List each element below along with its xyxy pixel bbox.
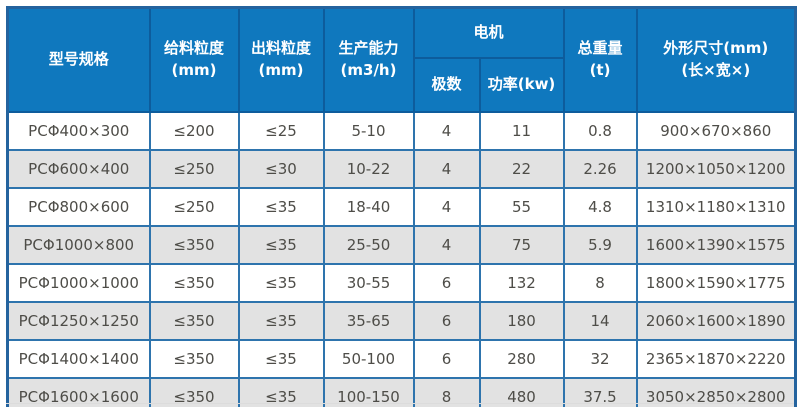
cell-feed: ≤350 — [148, 339, 240, 379]
cell-weight: 37.5 — [562, 377, 638, 407]
cell-poles: 6 — [412, 339, 481, 379]
cell-poles: 4 — [412, 225, 481, 265]
cell-feed: ≤350 — [148, 301, 240, 341]
cell-feed: ≤350 — [148, 225, 240, 265]
cell-dims: 3050×2850×2800 — [635, 377, 797, 407]
cell-discharge: ≤35 — [237, 377, 325, 407]
cell-poles: 4 — [412, 149, 481, 189]
cell-poles: 6 — [412, 301, 481, 341]
table-body: PCΦ400×300 ≤200 ≤25 5-10 4 11 0.8 900×670×860 PC… — [6, 111, 797, 407]
cell-model: PCΦ400×300 — [6, 111, 151, 151]
cell-capacity: 25-50 — [322, 225, 415, 265]
cell-capacity: 30-55 — [322, 263, 415, 303]
cell-weight: 2.26 — [562, 149, 638, 189]
col-header-dimensions: 外形尺寸(mm) (长×宽×) — [635, 6, 797, 113]
cell-feed: ≤350 — [148, 377, 240, 407]
cell-capacity: 18-40 — [322, 187, 415, 227]
table-row: PCΦ1000×1000 ≤350 ≤35 30-55 6 132 8 1800×1590×1… — [6, 263, 797, 303]
cell-discharge: ≤25 — [237, 111, 325, 151]
table-row: PCΦ1000×800 ≤350 ≤35 25-50 4 75 5.9 1600×1390×1… — [6, 225, 797, 265]
cell-feed: ≤250 — [148, 187, 240, 227]
cell-dims: 1200×1050×1200 — [635, 149, 797, 189]
table-row: PCΦ1250×1250 ≤350 ≤35 35-65 6 180 14 2060×1600×… — [6, 301, 797, 341]
cell-capacity: 10-22 — [322, 149, 415, 189]
cell-discharge: ≤30 — [237, 149, 325, 189]
cell-feed: ≤350 — [148, 263, 240, 303]
col-header-model: 型号规格 — [6, 6, 151, 113]
col-header-capacity: 生产能力 (m3/h) — [322, 6, 415, 113]
cell-poles: 8 — [412, 377, 481, 407]
cell-feed: ≤250 — [148, 149, 240, 189]
cell-power: 22 — [478, 149, 565, 189]
cell-discharge: ≤35 — [237, 263, 325, 303]
bottom-divider — [6, 403, 794, 404]
cell-discharge: ≤35 — [237, 187, 325, 227]
cell-weight: 5.9 — [562, 225, 638, 265]
cell-feed: ≤200 — [148, 111, 240, 151]
col-header-motor-poles: 极数 — [412, 57, 481, 113]
cell-power: 75 — [478, 225, 565, 265]
table-row: PCΦ600×400 ≤250 ≤30 10-22 4 22 2.26 1200×1050×1… — [6, 149, 797, 189]
cell-weight: 32 — [562, 339, 638, 379]
table-row: PCΦ1600×1600 ≤350 ≤35 100-150 8 480 37.5 3050×2… — [6, 377, 797, 407]
col-header-motor-power: 功率(kw) — [478, 57, 565, 113]
cell-dims: 1800×1590×1775 — [635, 263, 797, 303]
col-header-feed-size: 给料粒度 (mm) — [148, 6, 240, 113]
spec-table: 型号规格 给料粒度 (mm) 出料粒度 (mm) 生产能力 (m3/h) 电机 … — [6, 6, 798, 407]
cell-weight: 4.8 — [562, 187, 638, 227]
cell-weight: 0.8 — [562, 111, 638, 151]
cell-discharge: ≤35 — [237, 225, 325, 265]
table-row: PCΦ800×600 ≤250 ≤35 18-40 4 55 4.8 1310×1180×13… — [6, 187, 797, 227]
cell-dims: 2365×1870×2220 — [635, 339, 797, 379]
cell-capacity: 100-150 — [322, 377, 415, 407]
cell-power: 11 — [478, 111, 565, 151]
cell-dims: 900×670×860 — [635, 111, 797, 151]
cell-capacity: 50-100 — [322, 339, 415, 379]
cell-model: PCΦ1600×1600 — [6, 377, 151, 407]
header-row-sub: 极数 功率(kw) — [8, 57, 796, 113]
cell-poles: 6 — [412, 263, 481, 303]
table-header: 型号规格 给料粒度 (mm) 出料粒度 (mm) 生产能力 (m3/h) 电机 … — [6, 6, 797, 113]
cell-dims: 1600×1390×1575 — [635, 225, 797, 265]
cell-weight: 8 — [562, 263, 638, 303]
cell-weight: 14 — [562, 301, 638, 341]
cell-power: 132 — [478, 263, 565, 303]
cell-discharge: ≤35 — [237, 301, 325, 341]
table-row: PCΦ1400×1400 ≤350 ≤35 50-100 6 280 32 2365×1870… — [6, 339, 797, 379]
table-row: PCΦ400×300 ≤200 ≤25 5-10 4 11 0.8 900×670×860 — [6, 111, 797, 151]
cell-dims: 1310×1180×1310 — [635, 187, 797, 227]
cell-dims: 2060×1600×1890 — [635, 301, 797, 341]
cell-model: PCΦ800×600 — [6, 187, 151, 227]
col-header-total-weight: 总重量 (t) — [562, 6, 638, 113]
col-header-discharge-size: 出料粒度 (mm) — [237, 6, 325, 113]
cell-model: PCΦ1250×1250 — [6, 301, 151, 341]
cell-power: 180 — [478, 301, 565, 341]
cell-discharge: ≤35 — [237, 339, 325, 379]
cell-poles: 4 — [412, 111, 481, 151]
cell-capacity: 35-65 — [322, 301, 415, 341]
cell-power: 55 — [478, 187, 565, 227]
cell-power: 280 — [478, 339, 565, 379]
col-header-motor-group: 电机 — [412, 6, 565, 59]
cell-model: PCΦ1000×1000 — [6, 263, 151, 303]
cell-capacity: 5-10 — [322, 111, 415, 151]
cell-poles: 4 — [412, 187, 481, 227]
cell-model: PCΦ1400×1400 — [6, 339, 151, 379]
header-row-top: 型号规格 给料粒度 (mm) 出料粒度 (mm) 生产能力 (m3/h) 电机 … — [6, 6, 797, 113]
cell-power: 480 — [478, 377, 565, 407]
cell-model: PCΦ600×400 — [6, 149, 151, 189]
cell-model: PCΦ1000×800 — [6, 225, 151, 265]
